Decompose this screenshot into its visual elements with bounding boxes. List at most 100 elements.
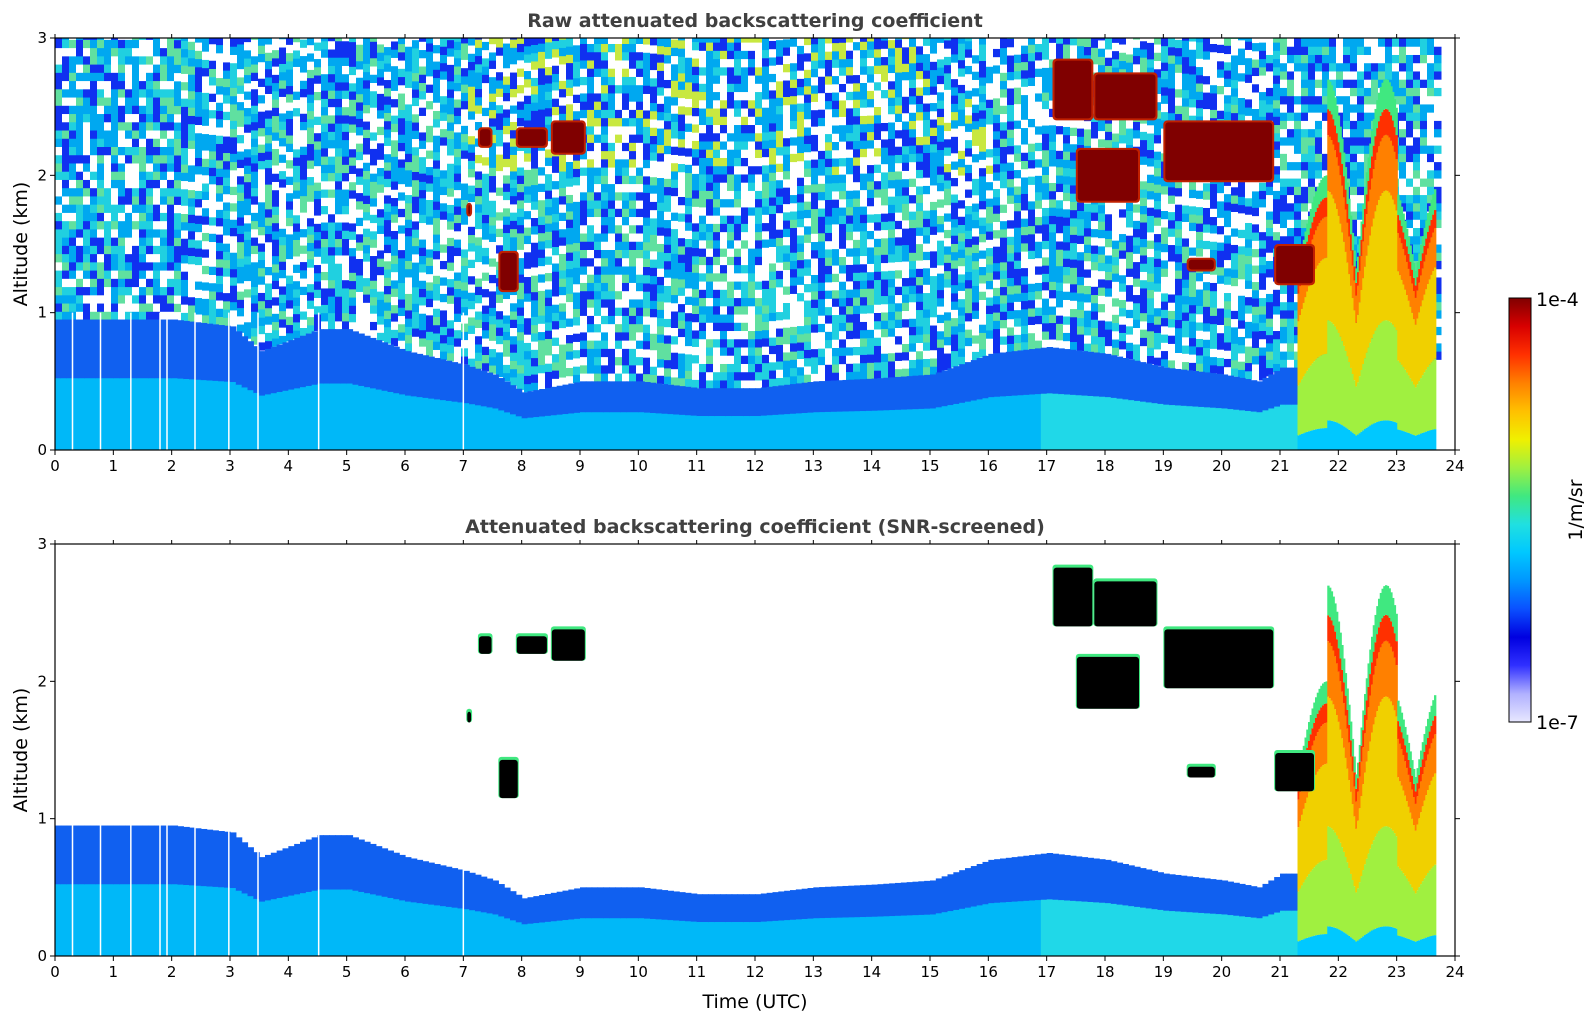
noise-cell (503, 207, 511, 217)
noise-cell (629, 84, 637, 94)
noise-cell (643, 101, 651, 111)
noise-cell (636, 307, 644, 316)
noise-cell (769, 48, 777, 58)
noise-cell (188, 263, 196, 273)
noise-cell (461, 38, 469, 44)
noise-cell (377, 101, 385, 111)
noise-cell (377, 249, 385, 259)
noise-cell (818, 183, 826, 193)
noise-cell (111, 278, 119, 288)
noise-cell (678, 38, 686, 41)
noise-cell (769, 246, 777, 256)
noise-cell (83, 130, 91, 139)
noise-cell (594, 241, 602, 250)
noise-cell (447, 38, 455, 41)
noise-cell (587, 38, 595, 44)
noise-cell (888, 327, 896, 337)
noise-cell (195, 281, 203, 290)
noise-cell (265, 134, 273, 144)
noise-cell (608, 175, 616, 185)
noise-cell (363, 55, 371, 64)
noise-cell (790, 46, 798, 55)
noise-cell (860, 82, 868, 92)
noise-cell (440, 227, 448, 237)
noise-cell (685, 337, 693, 347)
noise-cell (209, 126, 217, 135)
noise-cell (433, 61, 441, 70)
noise-cell (839, 198, 847, 208)
noise-cell (405, 318, 413, 327)
noise-cell (839, 149, 847, 159)
noise-cell (412, 72, 420, 82)
noise-cell (664, 95, 672, 105)
noise-cell (531, 110, 539, 120)
noise-cell (139, 212, 147, 222)
noise-cell (300, 38, 308, 40)
noise-cell (741, 190, 749, 200)
noise-cell (636, 175, 644, 185)
noise-cell (496, 55, 504, 64)
noise-cell (678, 221, 686, 230)
noise-cell (923, 38, 931, 46)
noise-cell (825, 166, 833, 176)
noise-cell (314, 264, 322, 274)
noise-cell (461, 356, 469, 365)
noise-cell (853, 297, 861, 306)
noise-cell (440, 293, 448, 303)
noise-cell (650, 151, 658, 161)
noise-cell (909, 145, 917, 154)
noise-cell (643, 307, 651, 317)
noise-cell (118, 88, 126, 98)
noise-cell (139, 97, 147, 106)
noise-cell (55, 179, 63, 189)
noise-cell (90, 286, 98, 296)
noise-cell (909, 268, 917, 278)
noise-cell (461, 174, 469, 184)
noise-cell (195, 248, 203, 257)
noise-cell (342, 98, 350, 108)
noise-cell (930, 267, 938, 277)
noise-cell (384, 227, 392, 237)
noise-cell (342, 230, 350, 240)
noise-cell (937, 363, 945, 373)
noise-cell (748, 165, 756, 175)
noise-cell (783, 294, 791, 304)
noise-cell (846, 190, 854, 200)
noise-cell (461, 59, 469, 69)
noise-cell (909, 136, 917, 146)
noise-cell (286, 151, 294, 161)
noise-cell (314, 99, 322, 109)
noise-cell (622, 373, 630, 382)
noise-cell (699, 231, 707, 241)
noise-cell (517, 356, 525, 366)
noise-cell (650, 110, 658, 120)
noise-cell (839, 124, 847, 134)
noise-cell (272, 107, 280, 117)
noise-cell (559, 72, 567, 81)
noise-cell (111, 154, 119, 164)
noise-cell (713, 231, 721, 241)
noise-cell (636, 109, 644, 119)
noise-cell (83, 195, 91, 205)
noise-cell (209, 192, 217, 201)
noise-cell (671, 129, 679, 139)
noise-cell (790, 202, 798, 212)
noise-cell (699, 83, 707, 93)
noise-cell (216, 52, 224, 62)
noise-cell (279, 112, 287, 122)
noise-cell (776, 163, 784, 172)
noise-cell (699, 297, 707, 307)
noise-cell (790, 103, 798, 113)
noise-cell (349, 66, 357, 76)
noise-cell (622, 364, 630, 374)
noise-cell (496, 154, 504, 163)
noise-cell (167, 80, 175, 90)
noise-cell (209, 84, 217, 94)
noise-cell (895, 278, 903, 287)
noise-cell (125, 171, 133, 180)
noise-cell (685, 123, 693, 132)
noise-cell (587, 373, 595, 382)
noise-cell (930, 168, 938, 178)
noise-cell (328, 320, 336, 330)
noise-cell (181, 48, 189, 58)
